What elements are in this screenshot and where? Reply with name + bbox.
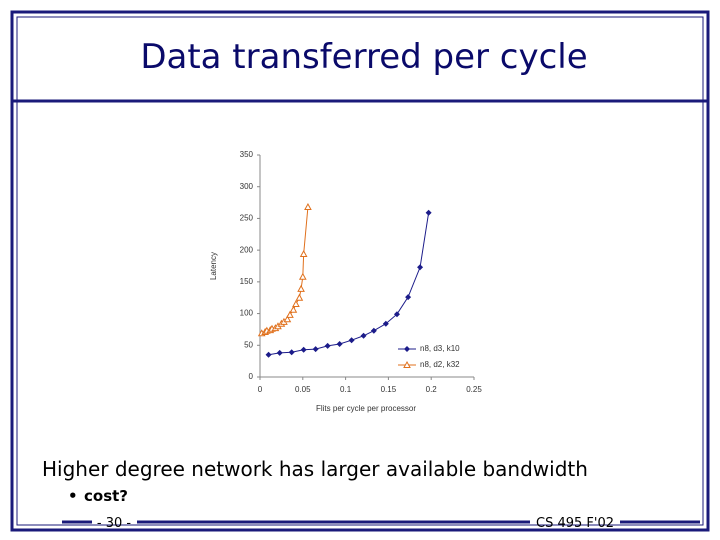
x-tick-label: 0.2 xyxy=(426,385,438,394)
series-line xyxy=(261,206,309,334)
marker xyxy=(286,310,294,318)
y-tick-label: 300 xyxy=(240,182,254,191)
page-number: - 30 - xyxy=(97,516,131,531)
y-tick-label: 100 xyxy=(240,309,254,318)
series-line xyxy=(268,212,430,356)
marker xyxy=(348,337,355,344)
marker xyxy=(360,332,367,339)
marker xyxy=(265,351,272,358)
marker xyxy=(425,209,432,216)
marker xyxy=(283,315,292,323)
x-tick-label: 0.15 xyxy=(381,385,397,394)
y-tick-label: 200 xyxy=(240,245,254,254)
marker xyxy=(393,311,400,318)
slide-frame xyxy=(10,10,710,532)
course-label: CS 495 F'02 xyxy=(536,516,614,531)
marker xyxy=(405,294,412,301)
marker xyxy=(312,346,319,353)
x-tick-label: 0.25 xyxy=(466,385,482,394)
marker xyxy=(382,320,389,327)
marker xyxy=(288,349,295,356)
slide-frame-inner xyxy=(16,16,704,526)
bullet: Higher degree network has larger availab… xyxy=(42,457,588,481)
marker xyxy=(299,249,308,257)
legend-label: n8, d3, k10 xyxy=(420,344,460,353)
sub-bullet-dot: • xyxy=(68,487,78,505)
x-axis-title: Flits per cycle per processor xyxy=(316,404,416,413)
chart: Latency Flits per cycle per processor 0 5… xyxy=(209,150,482,413)
marker xyxy=(324,342,331,349)
marker xyxy=(295,293,304,301)
y-tick-label: 150 xyxy=(240,277,254,286)
y-tick-label: 50 xyxy=(244,340,253,349)
y-tick-label: 350 xyxy=(240,150,254,159)
legend-label: n8, d2, k32 xyxy=(420,360,460,369)
y-tick-label: 0 xyxy=(249,372,254,381)
legend-marker xyxy=(404,346,410,352)
marker xyxy=(297,284,305,292)
marker xyxy=(417,264,424,271)
slide-title: Data transferred per cycle xyxy=(140,37,587,77)
marker xyxy=(304,202,312,211)
marker xyxy=(289,305,298,313)
marker xyxy=(276,349,283,356)
sub-bullet: cost? xyxy=(84,487,128,505)
marker xyxy=(370,327,377,334)
marker xyxy=(298,272,307,280)
marker xyxy=(336,341,343,348)
marker xyxy=(292,300,300,308)
y-axis-title: Latency xyxy=(209,252,218,280)
x-tick-label: 0.05 xyxy=(295,385,311,394)
marker xyxy=(300,346,307,353)
y-tick-label: 250 xyxy=(240,214,254,223)
x-tick-label: 0 xyxy=(258,385,263,394)
legend-marker xyxy=(403,360,411,368)
x-tick-label: 0.1 xyxy=(340,385,352,394)
